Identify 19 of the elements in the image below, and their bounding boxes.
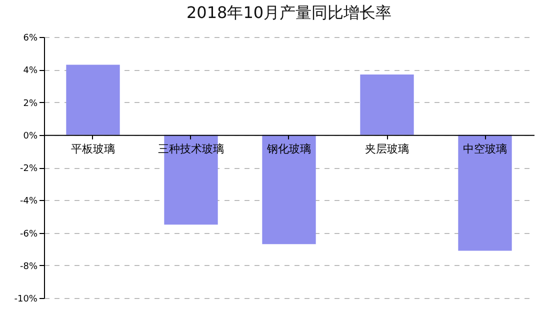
y-tick-label: -2% [20, 164, 38, 174]
x-tick-label: 中空玻璃 [463, 142, 507, 156]
x-tick-label: 夹层玻璃 [365, 142, 409, 156]
y-tick-label: 2% [23, 98, 38, 109]
y-tick-label: -6% [20, 229, 38, 240]
y-tick-label: -8% [20, 262, 38, 272]
y-tick-label: 0% [23, 131, 38, 142]
y-tick-label: 6% [23, 34, 38, 44]
bar [66, 64, 120, 135]
x-tick-label: 平板玻璃 [71, 142, 115, 156]
x-tick-label: 三种技术玻璃 [158, 142, 224, 156]
bar [262, 134, 316, 244]
bar [360, 74, 414, 135]
y-tick-label: -10% [14, 294, 38, 304]
chart-title: 2018年10月产量同比增长率 [186, 3, 392, 22]
y-tick-label: -4% [20, 196, 38, 207]
x-tick-label: 钢化玻璃 [266, 142, 311, 156]
bar [458, 134, 512, 251]
y-tick-label: 4% [23, 66, 38, 76]
